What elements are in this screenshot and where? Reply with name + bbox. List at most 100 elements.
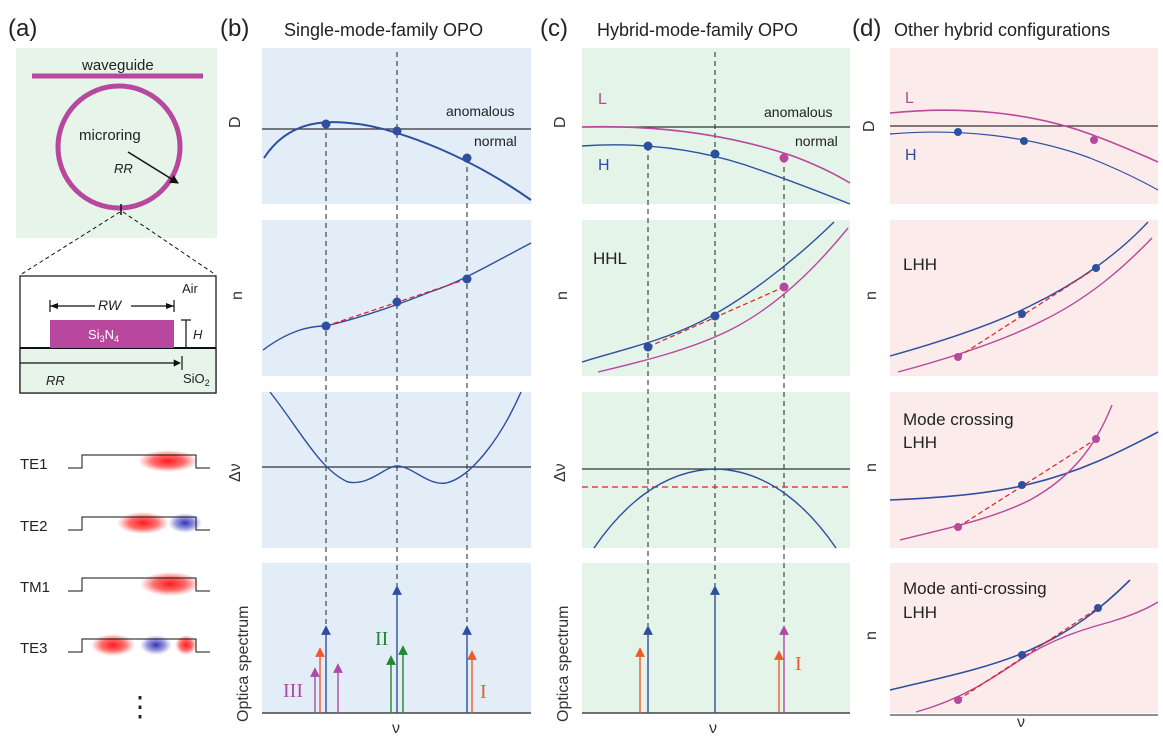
c-d-point-1: [643, 141, 653, 151]
d-crossing-point-2: [1018, 481, 1026, 489]
d-lhh-label: LHH: [903, 255, 937, 274]
panel-a: waveguide microring RR Si3N4 RW Air H RR…: [16, 48, 217, 722]
d-ylabel-d: D: [861, 120, 878, 132]
d-anti-chord: [957, 607, 1099, 701]
c-d-curve-l: [581, 125, 851, 184]
mode-tm1: TM1: [20, 572, 210, 596]
b-d-point-2: [392, 126, 402, 136]
microring-label: microring: [79, 127, 141, 144]
b-normal: normal: [474, 133, 517, 149]
waveguide-label: waveguide: [81, 57, 154, 74]
b-ylabel-d: D: [227, 116, 244, 128]
h-label: H: [193, 327, 203, 342]
d-anti-point-1: [954, 696, 962, 704]
panel-letter-d: (d): [852, 15, 881, 42]
c-d-point-3: [779, 153, 789, 163]
ellipsis: ⋮: [126, 691, 154, 722]
c-d-point-2: [710, 149, 720, 159]
mode-label-te1: TE1: [20, 456, 48, 473]
b-d-point-3: [462, 153, 472, 163]
d-box-crossing: [890, 392, 1158, 548]
rr-label: RR: [114, 161, 133, 176]
c-box-spectrum: [582, 563, 850, 713]
d-crossing-point-3: [1092, 435, 1100, 443]
panel-letter-b: (b): [220, 15, 249, 42]
c-label-l: L: [598, 91, 607, 108]
d-lhh-point-1: [954, 353, 962, 361]
title-d: Other hybrid configurations: [894, 20, 1110, 40]
c-ylabel-spectrum: Optica spectrum: [555, 606, 572, 722]
b-n-point-2: [392, 297, 402, 307]
c-n-point-2: [710, 311, 720, 321]
rr2-label: RR: [46, 373, 65, 388]
d-crossing-sub: LHH: [903, 433, 937, 452]
c-box-index: [582, 220, 850, 376]
c-ylabel-dv: Δν: [552, 463, 569, 482]
c-normal: normal: [795, 133, 838, 149]
b-ylabel-dv: Δν: [227, 463, 244, 482]
d-lhh-point-2: [1018, 310, 1026, 318]
d-lhh-point-3: [1092, 264, 1100, 272]
d-anti-curve-l: [915, 601, 1159, 713]
c-anomalous: anomalous: [764, 104, 833, 120]
mode-label-tm1: TM1: [20, 579, 50, 596]
d-crossing-curve-h: [889, 431, 1159, 501]
d-ylabel-n-3: n: [863, 631, 880, 640]
title-c: Hybrid-mode-family OPO: [597, 20, 798, 40]
rw-label: RW: [98, 297, 123, 313]
d-xlabel-nu: ν: [1017, 714, 1025, 731]
b-label-iii: III: [283, 680, 303, 702]
c-n-point-3: [779, 282, 789, 292]
c-label-h: H: [598, 157, 610, 174]
d-d-point-3: [1090, 136, 1098, 144]
b-xlabel-nu: ν: [392, 720, 400, 736]
c-box-mismatch: [582, 392, 850, 548]
b-ylabel-spectrum: Optica spectrum: [235, 606, 252, 722]
d-box-anticrossing: [890, 563, 1158, 713]
microring: [55, 83, 183, 211]
d-crossing-point-1: [954, 523, 962, 531]
d-ylabel-n-2: n: [863, 463, 880, 472]
c-n-curve-h: [581, 221, 835, 363]
panel-letter-a: (a): [8, 15, 37, 42]
b-d-curve: [263, 120, 532, 201]
c-n-point-1: [643, 342, 653, 352]
d-crossing-chord: [957, 438, 1097, 528]
d-d-curve-h: [889, 131, 1159, 191]
c-ylabel-n: n: [554, 291, 571, 300]
d-lhh-curve-h: [889, 221, 1149, 357]
panel-letter-c: (c): [540, 15, 568, 42]
zoom-line-left: [19, 211, 121, 276]
panel-b: D n Δν Optica spectrum ν anomalous norma…: [227, 48, 532, 736]
c-label-i: I: [795, 653, 802, 675]
panel-c: D n Δν Optica spectrum ν L H anomalous n…: [552, 48, 851, 736]
d-anti-point-2: [1018, 651, 1026, 659]
d-lhh-chord: [957, 267, 1097, 358]
b-d-point-1: [321, 119, 331, 129]
d-label-h: H: [905, 147, 917, 164]
c-ylabel-d: D: [552, 116, 569, 128]
mode-te1: TE1: [20, 450, 210, 473]
d-d-point-1: [954, 128, 962, 136]
panel-d: D n n n ν L H LHH Mode crossing LHH Mode…: [861, 48, 1159, 731]
d-lhh-curve-l: [897, 237, 1153, 373]
b-n-point-1: [321, 321, 331, 331]
b-dv-curve: [269, 391, 522, 484]
mode-te3: TE3: [20, 634, 210, 657]
d-anti-point-3: [1094, 604, 1102, 612]
d-box-index: [890, 220, 1158, 376]
d-crossing-title: Mode crossing: [903, 410, 1014, 429]
c-box-dispersion: [582, 48, 850, 204]
b-n-curve: [262, 242, 532, 351]
title-b: Single-mode-family OPO: [284, 20, 483, 40]
b-label-ii: II: [375, 628, 388, 650]
d-d-curve-l: [889, 109, 1159, 163]
radius-arrow: [127, 151, 179, 184]
d-anti-sub: LHH: [903, 603, 937, 622]
sin-core: [50, 320, 174, 348]
c-xlabel-nu: ν: [709, 720, 717, 736]
air-label: Air: [182, 281, 199, 296]
b-anomalous: anomalous: [446, 103, 515, 119]
d-label-l: L: [905, 90, 914, 107]
